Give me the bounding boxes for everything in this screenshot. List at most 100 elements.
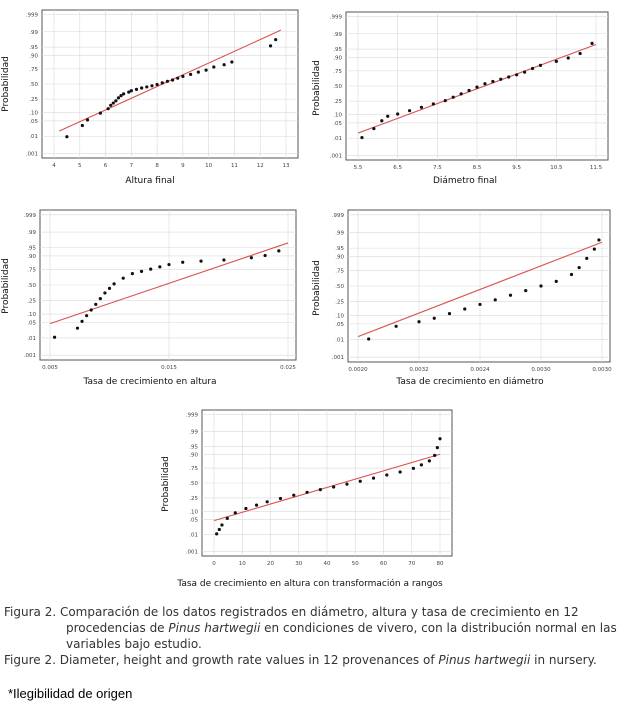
data-point [417,320,421,324]
data-point [145,85,149,89]
x-tick-label: 11 [231,163,238,169]
data-point [116,96,121,100]
data-point [204,68,208,72]
data-point [585,256,589,260]
x-tick-label: 50 [352,561,359,567]
data-point [89,308,93,312]
data-point [433,453,437,457]
x-tick-label: 70 [408,561,415,567]
data-point [150,84,154,88]
data-point [222,63,226,67]
data-point [332,485,336,489]
x-axis-label: Tasa de crecimiento en diámetro [395,377,544,387]
y-tick-label: .999 [24,213,37,219]
y-tick-label: .01 [27,336,36,342]
data-point [554,59,558,63]
chart-tasa-crecimiento-altura: .001 .01 .05 .10 .25 .50 .75 .90 .95 .99 .999 0.005… [1,209,297,387]
y-tick-label: .99 [29,30,38,36]
y-tick-label: .25 [29,97,38,103]
data-point [523,70,527,74]
x-axis-label: Tasa de crecimiento en altura [82,377,216,387]
data-point [427,459,431,463]
fit-line [213,453,441,522]
data-point [160,81,164,85]
data-point [80,123,84,128]
data-point [65,135,69,139]
y-tick-label: .75 [333,69,342,75]
x-tick-label: 30 [295,561,302,567]
data-point [215,532,219,536]
data-point [199,259,203,263]
data-point [268,44,273,48]
y-tick-label: .01 [189,533,198,539]
data-point [478,302,482,307]
data-point [524,289,528,293]
y-tick-label: .25 [189,496,198,502]
data-point [140,86,144,90]
data-point [451,95,455,99]
y-tick-label: .25 [335,300,344,306]
data-point [499,77,503,81]
y-tick-label: .05 [189,517,198,523]
y-axis-label: Probabilidad [161,456,171,512]
data-point [459,92,463,96]
data-point [85,118,90,122]
y-axis-label: Probabilidad [312,60,322,116]
data-point [318,488,322,492]
data-point [278,496,283,501]
y-tick-label: .999 [330,15,343,21]
y-tick-label: .75 [29,67,38,73]
data-point [111,101,115,105]
y-tick-label: .75 [335,268,344,274]
data-point [85,314,89,318]
chart-diametro-final: .001 .01 .05 .10 .25 .50 .75 .90 .95 .99 .999 5.5 6.… [312,11,609,186]
x-tick-label: 7.5 [433,165,442,171]
data-point [109,103,113,107]
x-axis-label: Tasa de crecimiento en altura con transf… [176,578,443,589]
data-point [507,75,511,79]
y-tick-label: .01 [29,134,38,140]
y-tick-label: .999 [186,413,199,419]
x-tick-label: 20 [267,561,274,567]
data-point [515,73,519,77]
caption-es-line1: Figura 2. Comparación de los datos regis… [4,605,579,619]
data-point [52,335,57,339]
data-point [360,135,364,140]
data-point [554,279,558,283]
data-point [305,490,309,494]
data-point [265,500,269,504]
fit-line [58,29,282,132]
data-point [170,78,175,82]
y-tick-label: .05 [335,322,344,328]
data-point [407,109,412,113]
data-point [431,102,435,106]
y-tick-label: .50 [333,84,342,90]
data-point [230,60,234,64]
data-point [447,312,452,316]
y-tick-label: .001 [186,549,198,555]
data-point [107,286,112,291]
y-tick-label: .99 [27,230,36,236]
y-tick-label: .50 [189,481,198,487]
data-point [443,98,447,103]
data-point [432,316,436,320]
data-point [358,479,362,483]
y-axis-label: Probabilidad [1,56,11,112]
x-tick-label: 0.015 [161,365,177,371]
y-tick-label: .50 [29,82,38,88]
x-tick-label: 0.0020 [348,367,368,373]
x-tick-label: 6 [104,163,108,169]
caption-en: Figure 2. Diameter, height and growth ra… [4,653,597,667]
y-tick-label: .05 [29,119,38,125]
x-tick-label: 40 [324,561,331,567]
y-tick-label: .05 [27,320,36,326]
data-point [158,265,162,269]
chart-tasa-crecimiento-diametro: .001 .01 .05 .10 .25 .50 .75 .90 .95 .99 .999 0.002… [312,209,612,387]
data-point [196,70,200,74]
data-point [139,269,144,273]
y-tick-label: .999 [332,213,345,219]
data-point [134,87,139,91]
data-point [438,437,442,441]
x-tick-label: 6.5 [393,165,402,171]
data-point [577,265,581,270]
